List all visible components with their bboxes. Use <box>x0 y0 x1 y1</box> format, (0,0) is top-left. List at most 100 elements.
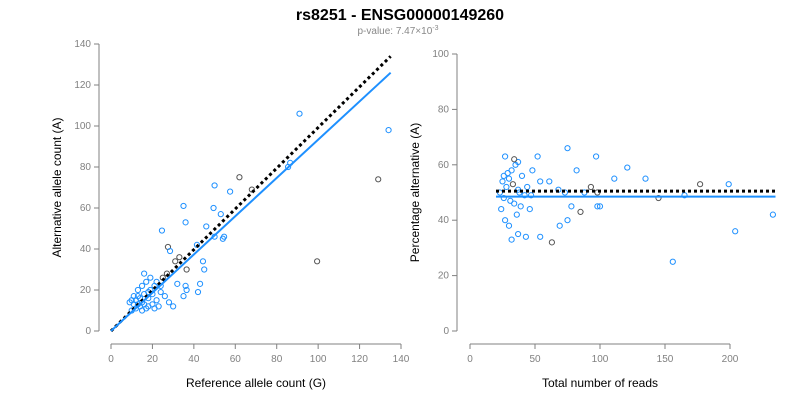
fit-line <box>110 71 392 332</box>
data-point <box>681 192 688 199</box>
x-axis-label: Total number of reads <box>542 376 658 390</box>
chart-title: rs8251 - ENSG00000149260 <box>296 7 504 24</box>
data-point <box>172 258 179 265</box>
y-tick-label: 80 <box>438 104 450 115</box>
data-point <box>161 293 168 300</box>
data-point <box>199 258 207 265</box>
data-point <box>548 239 556 246</box>
data-point <box>128 297 135 304</box>
data-point <box>183 266 190 273</box>
data-point <box>500 194 507 202</box>
data-point <box>176 254 183 261</box>
x-axis-label: Reference allele count (G) <box>186 376 326 390</box>
data-point <box>596 203 604 210</box>
data-point <box>174 280 181 287</box>
x-tick-label: 200 <box>722 354 739 365</box>
data-point <box>502 153 509 160</box>
data-point <box>568 203 575 210</box>
data-point <box>537 178 544 185</box>
data-point <box>503 183 510 191</box>
data-point <box>725 181 732 188</box>
data-point <box>669 258 676 265</box>
data-point <box>521 192 528 199</box>
y-tick-label: 100 <box>74 121 91 132</box>
data-point <box>151 305 158 312</box>
data-point <box>655 194 662 202</box>
data-point <box>507 197 514 204</box>
data-point <box>236 174 243 181</box>
y-tick-label: 0 <box>443 326 449 337</box>
chart-subtitle: p-value: 7.47×10-3 <box>357 25 438 37</box>
data-point <box>593 153 600 160</box>
y-tick-label: 40 <box>438 215 450 226</box>
data-point <box>217 211 224 218</box>
data-point <box>194 288 202 296</box>
x-tick-label: 50 <box>529 354 541 365</box>
data-point <box>375 176 382 183</box>
y-tick-label: 40 <box>80 244 92 255</box>
data-point <box>210 204 217 212</box>
data-point <box>594 203 601 210</box>
data-point <box>508 236 515 243</box>
data-point <box>534 153 541 160</box>
x-tick-label: 0 <box>108 354 114 365</box>
data-point <box>513 211 520 218</box>
data-point <box>505 222 513 229</box>
x-tick-label: 60 <box>230 354 242 365</box>
data-point <box>285 163 292 171</box>
data-point <box>385 127 392 134</box>
data-point <box>511 156 518 163</box>
data-point <box>522 233 530 240</box>
data-point <box>512 161 519 168</box>
data-point <box>201 266 208 273</box>
data-point <box>134 286 142 294</box>
data-point <box>515 230 522 238</box>
data-point <box>509 181 517 188</box>
y-tick-label: 20 <box>80 285 92 296</box>
y-tick-label: 20 <box>438 271 450 282</box>
data-point <box>296 110 303 117</box>
x-tick-label: 120 <box>351 354 368 365</box>
data-point <box>165 299 173 306</box>
data-point <box>221 233 228 240</box>
x-tick-label: 100 <box>310 354 327 365</box>
data-point <box>180 293 187 300</box>
data-point <box>587 183 595 191</box>
x-tick-label: 100 <box>592 354 609 365</box>
y-tick-label: 100 <box>432 49 449 60</box>
data-point <box>196 280 204 287</box>
data-point <box>138 282 146 289</box>
x-tick-label: 20 <box>147 354 159 365</box>
data-point <box>697 181 704 188</box>
data-point <box>611 175 618 182</box>
data-point <box>138 307 146 314</box>
data-point <box>518 172 526 179</box>
y-tick-label: 120 <box>74 80 91 91</box>
data-point <box>182 219 189 226</box>
data-point <box>500 172 507 179</box>
data-point <box>227 188 234 195</box>
y-tick-label: 0 <box>85 326 91 337</box>
data-point <box>546 178 553 185</box>
x-tick-label: 0 <box>467 354 473 365</box>
data-point <box>211 182 218 189</box>
data-point <box>498 206 505 213</box>
y-tick-label: 60 <box>438 160 450 171</box>
data-point <box>166 247 174 255</box>
x-tick-label: 150 <box>657 354 674 365</box>
data-point <box>526 206 533 213</box>
data-point <box>577 208 584 215</box>
data-point <box>502 217 509 224</box>
expected-line <box>109 55 392 333</box>
x-tick-label: 40 <box>188 354 200 365</box>
x-tick-label: 140 <box>393 354 410 365</box>
data-point <box>642 175 649 182</box>
data-point <box>732 228 739 235</box>
data-point <box>147 274 154 281</box>
data-point <box>624 164 631 171</box>
data-point <box>556 222 563 229</box>
y-axis-label: Alternative allele count (A) <box>50 117 64 257</box>
data-point <box>145 303 152 310</box>
